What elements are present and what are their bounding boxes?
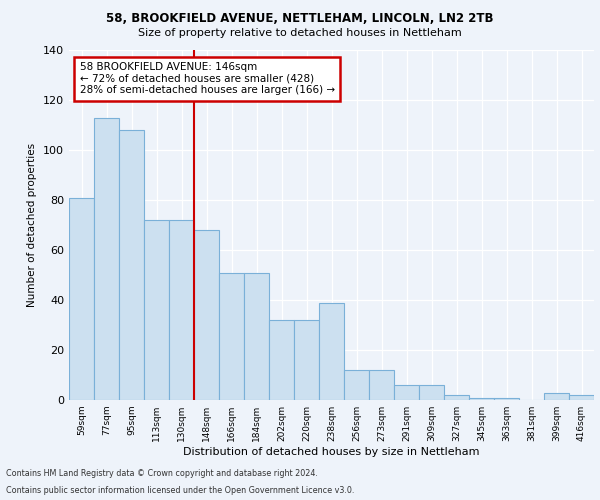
Text: 58, BROOKFIELD AVENUE, NETTLEHAM, LINCOLN, LN2 2TB: 58, BROOKFIELD AVENUE, NETTLEHAM, LINCOL…	[106, 12, 494, 26]
Bar	[319, 302, 344, 400]
Bar	[294, 320, 319, 400]
Text: Contains HM Land Registry data © Crown copyright and database right 2024.: Contains HM Land Registry data © Crown c…	[6, 468, 318, 477]
Bar	[444, 395, 469, 400]
Bar	[269, 320, 294, 400]
Bar	[69, 198, 94, 400]
Bar	[169, 220, 194, 400]
Bar	[569, 395, 594, 400]
Bar	[244, 272, 269, 400]
Bar	[344, 370, 369, 400]
Bar	[194, 230, 219, 400]
Bar	[544, 392, 569, 400]
Bar	[369, 370, 394, 400]
Text: Contains public sector information licensed under the Open Government Licence v3: Contains public sector information licen…	[6, 486, 355, 495]
Text: Size of property relative to detached houses in Nettleham: Size of property relative to detached ho…	[138, 28, 462, 38]
Bar	[394, 385, 419, 400]
Text: 58 BROOKFIELD AVENUE: 146sqm
← 72% of detached houses are smaller (428)
28% of s: 58 BROOKFIELD AVENUE: 146sqm ← 72% of de…	[79, 62, 335, 96]
Bar	[119, 130, 144, 400]
Bar	[94, 118, 119, 400]
Bar	[469, 398, 494, 400]
Bar	[494, 398, 519, 400]
X-axis label: Distribution of detached houses by size in Nettleham: Distribution of detached houses by size …	[183, 447, 480, 457]
Bar	[419, 385, 444, 400]
Bar	[219, 272, 244, 400]
Bar	[144, 220, 169, 400]
Y-axis label: Number of detached properties: Number of detached properties	[28, 143, 37, 307]
